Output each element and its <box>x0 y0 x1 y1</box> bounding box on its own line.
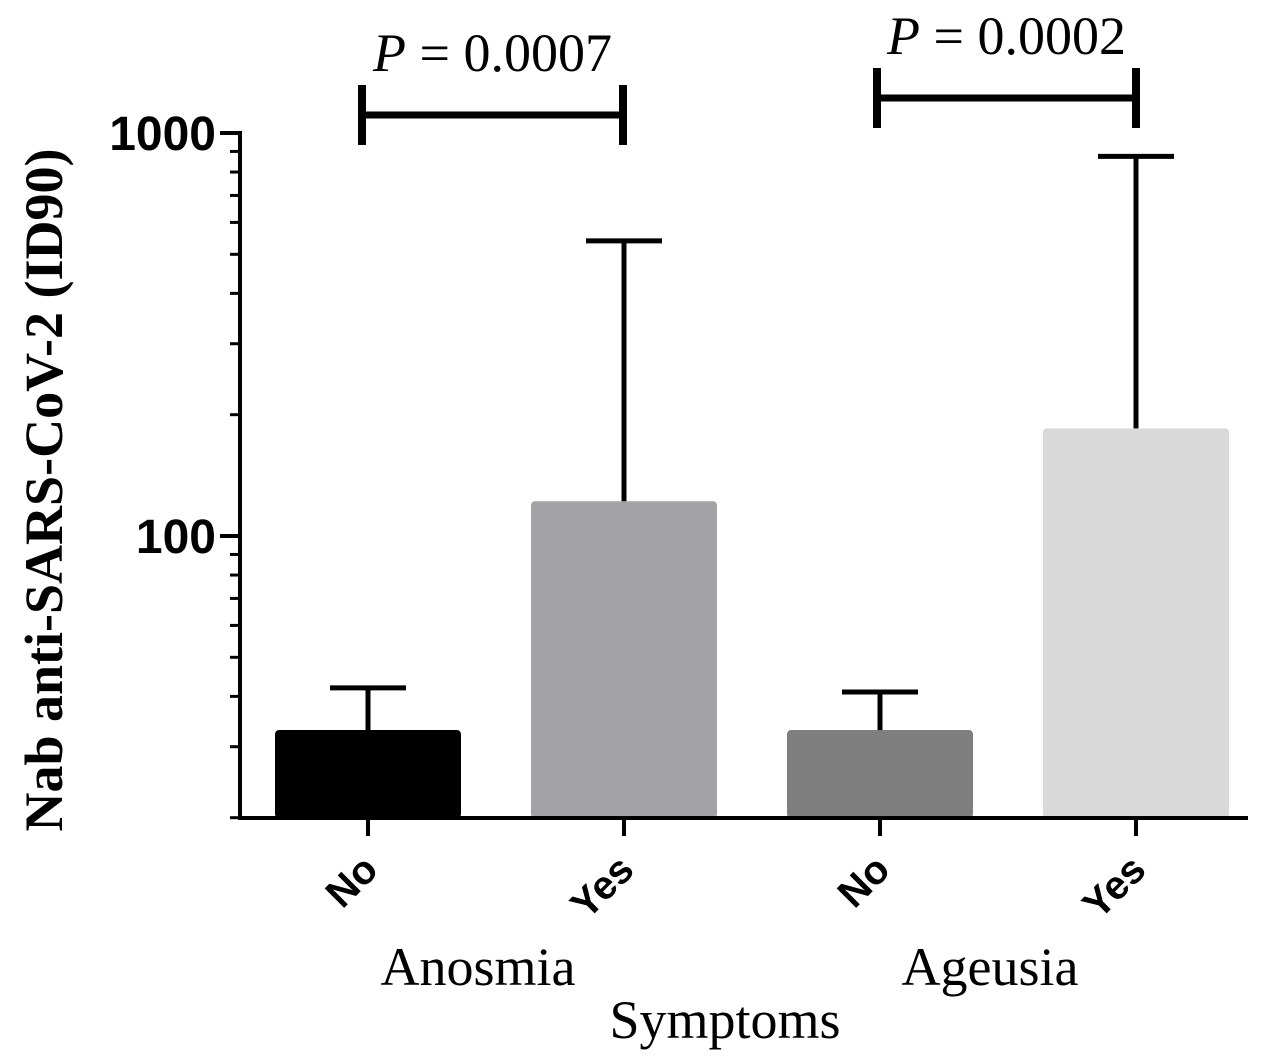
y-minor-ticks <box>230 149 240 820</box>
p-value-label: P = 0.0007 <box>372 23 612 83</box>
bar-anosmia-yes <box>531 501 717 818</box>
group-label-ageusia: Ageusia <box>902 937 1079 997</box>
bar-ageusia-yes <box>1043 428 1229 818</box>
y-axis: 100 1000 <box>109 108 242 820</box>
x-tick-label: No <box>830 847 899 916</box>
x-ticks: No Yes No Yes Anosmia Ageusia <box>318 818 1154 997</box>
p-value-label: P = 0.0002 <box>886 6 1126 66</box>
y-major-ticks: 100 1000 <box>109 108 240 564</box>
significance-brackets: P = 0.0007 P = 0.0002 <box>358 6 1140 145</box>
group-label-anosmia: Anosmia <box>381 937 576 997</box>
y-axis-label: Nab anti-SARS-CoV-2 (ID90) <box>14 148 74 831</box>
plot-area <box>275 153 1229 818</box>
x-tick-label: Yes <box>1074 847 1154 927</box>
y-tick-label: 100 <box>136 511 216 564</box>
bar-anosmia-no <box>275 730 461 818</box>
x-axis: No Yes No Yes Anosmia Ageusia <box>238 816 1248 997</box>
x-tick-label: Yes <box>562 847 642 927</box>
x-axis-label: Symptoms <box>609 990 840 1050</box>
y-tick-label: 1000 <box>109 108 216 161</box>
bar-ageusia-no <box>787 730 973 818</box>
x-tick-label: No <box>318 847 387 916</box>
